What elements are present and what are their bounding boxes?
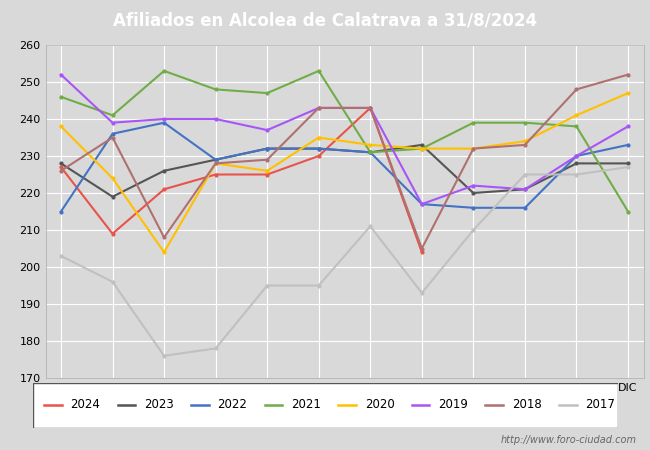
Text: 2020: 2020 [365, 399, 395, 411]
Text: Afiliados en Alcolea de Calatrava a 31/8/2024: Afiliados en Alcolea de Calatrava a 31/8… [113, 11, 537, 29]
Text: 2018: 2018 [512, 399, 541, 411]
Text: 2019: 2019 [438, 399, 468, 411]
Text: 2024: 2024 [71, 399, 100, 411]
Text: http://www.foro-ciudad.com: http://www.foro-ciudad.com [501, 435, 637, 445]
Text: 2021: 2021 [291, 399, 321, 411]
FancyBboxPatch shape [32, 382, 617, 428]
Text: 2017: 2017 [585, 399, 615, 411]
Text: 2022: 2022 [218, 399, 248, 411]
Text: 2023: 2023 [144, 399, 174, 411]
